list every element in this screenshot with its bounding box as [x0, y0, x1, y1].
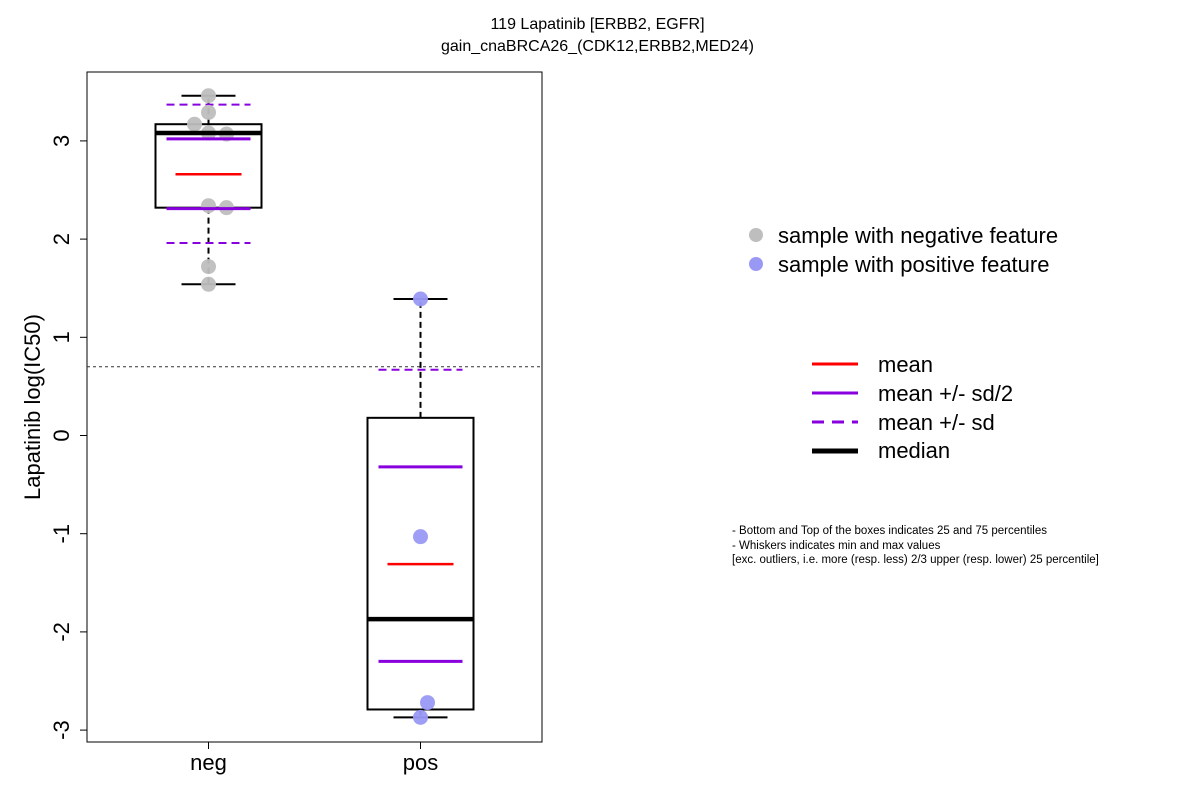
legend-label-mean-half-sd: mean +/- sd/2	[878, 381, 1014, 406]
legend-marker-point	[749, 228, 763, 242]
legend-label-mean-sd: mean +/- sd	[878, 410, 995, 435]
x-tick-label: pos	[403, 750, 438, 775]
box-group-pos	[366, 291, 475, 725]
y-tick-label: 1	[49, 331, 74, 343]
legend-label-negative: sample with negative feature	[778, 223, 1059, 248]
y-tick-label: -2	[49, 622, 74, 642]
footnote-line-3: [exc. outliers, i.e. more (resp. less) 2…	[732, 554, 1099, 566]
y-tick-label: -1	[49, 524, 74, 544]
chart-title: 119 Lapatinib [ERBB2, EGFR]	[490, 16, 705, 33]
data-point-pos	[413, 529, 428, 545]
data-point-neg	[187, 116, 202, 132]
data-point-neg	[201, 259, 216, 275]
legend-label-positive: sample with positive feature	[778, 252, 1050, 277]
plot-frame	[86, 71, 543, 743]
data-point-neg	[201, 276, 216, 292]
legend-marker-point	[749, 257, 763, 271]
data-point-pos	[413, 709, 428, 725]
data-point-pos	[413, 291, 428, 307]
y-tick-label: 3	[49, 135, 74, 147]
data-point-neg	[201, 104, 216, 120]
data-point-neg	[201, 88, 216, 104]
legend-label-mean: mean	[878, 352, 934, 377]
y-tick-label: 2	[49, 233, 74, 245]
y-tick-label: 0	[49, 429, 74, 441]
footnote-line-1: - Bottom and Top of the boxes indicates …	[732, 525, 1047, 537]
data-point-pos	[420, 695, 435, 711]
chart-subtitle: gain_cnaBRCA26_(CDK12,ERBB2,MED24)	[440, 38, 755, 55]
y-tick-label: -3	[49, 720, 74, 740]
footnote-line-2: - Whiskers indicates min and max values	[732, 540, 941, 552]
data-point-neg	[201, 198, 216, 214]
y-axis-label: Lapatinib log(IC50)	[20, 314, 45, 500]
x-tick-label: neg	[190, 750, 227, 775]
legend-label-median: median	[878, 438, 951, 463]
box-iqr	[366, 416, 475, 711]
box-group-neg	[154, 88, 263, 292]
